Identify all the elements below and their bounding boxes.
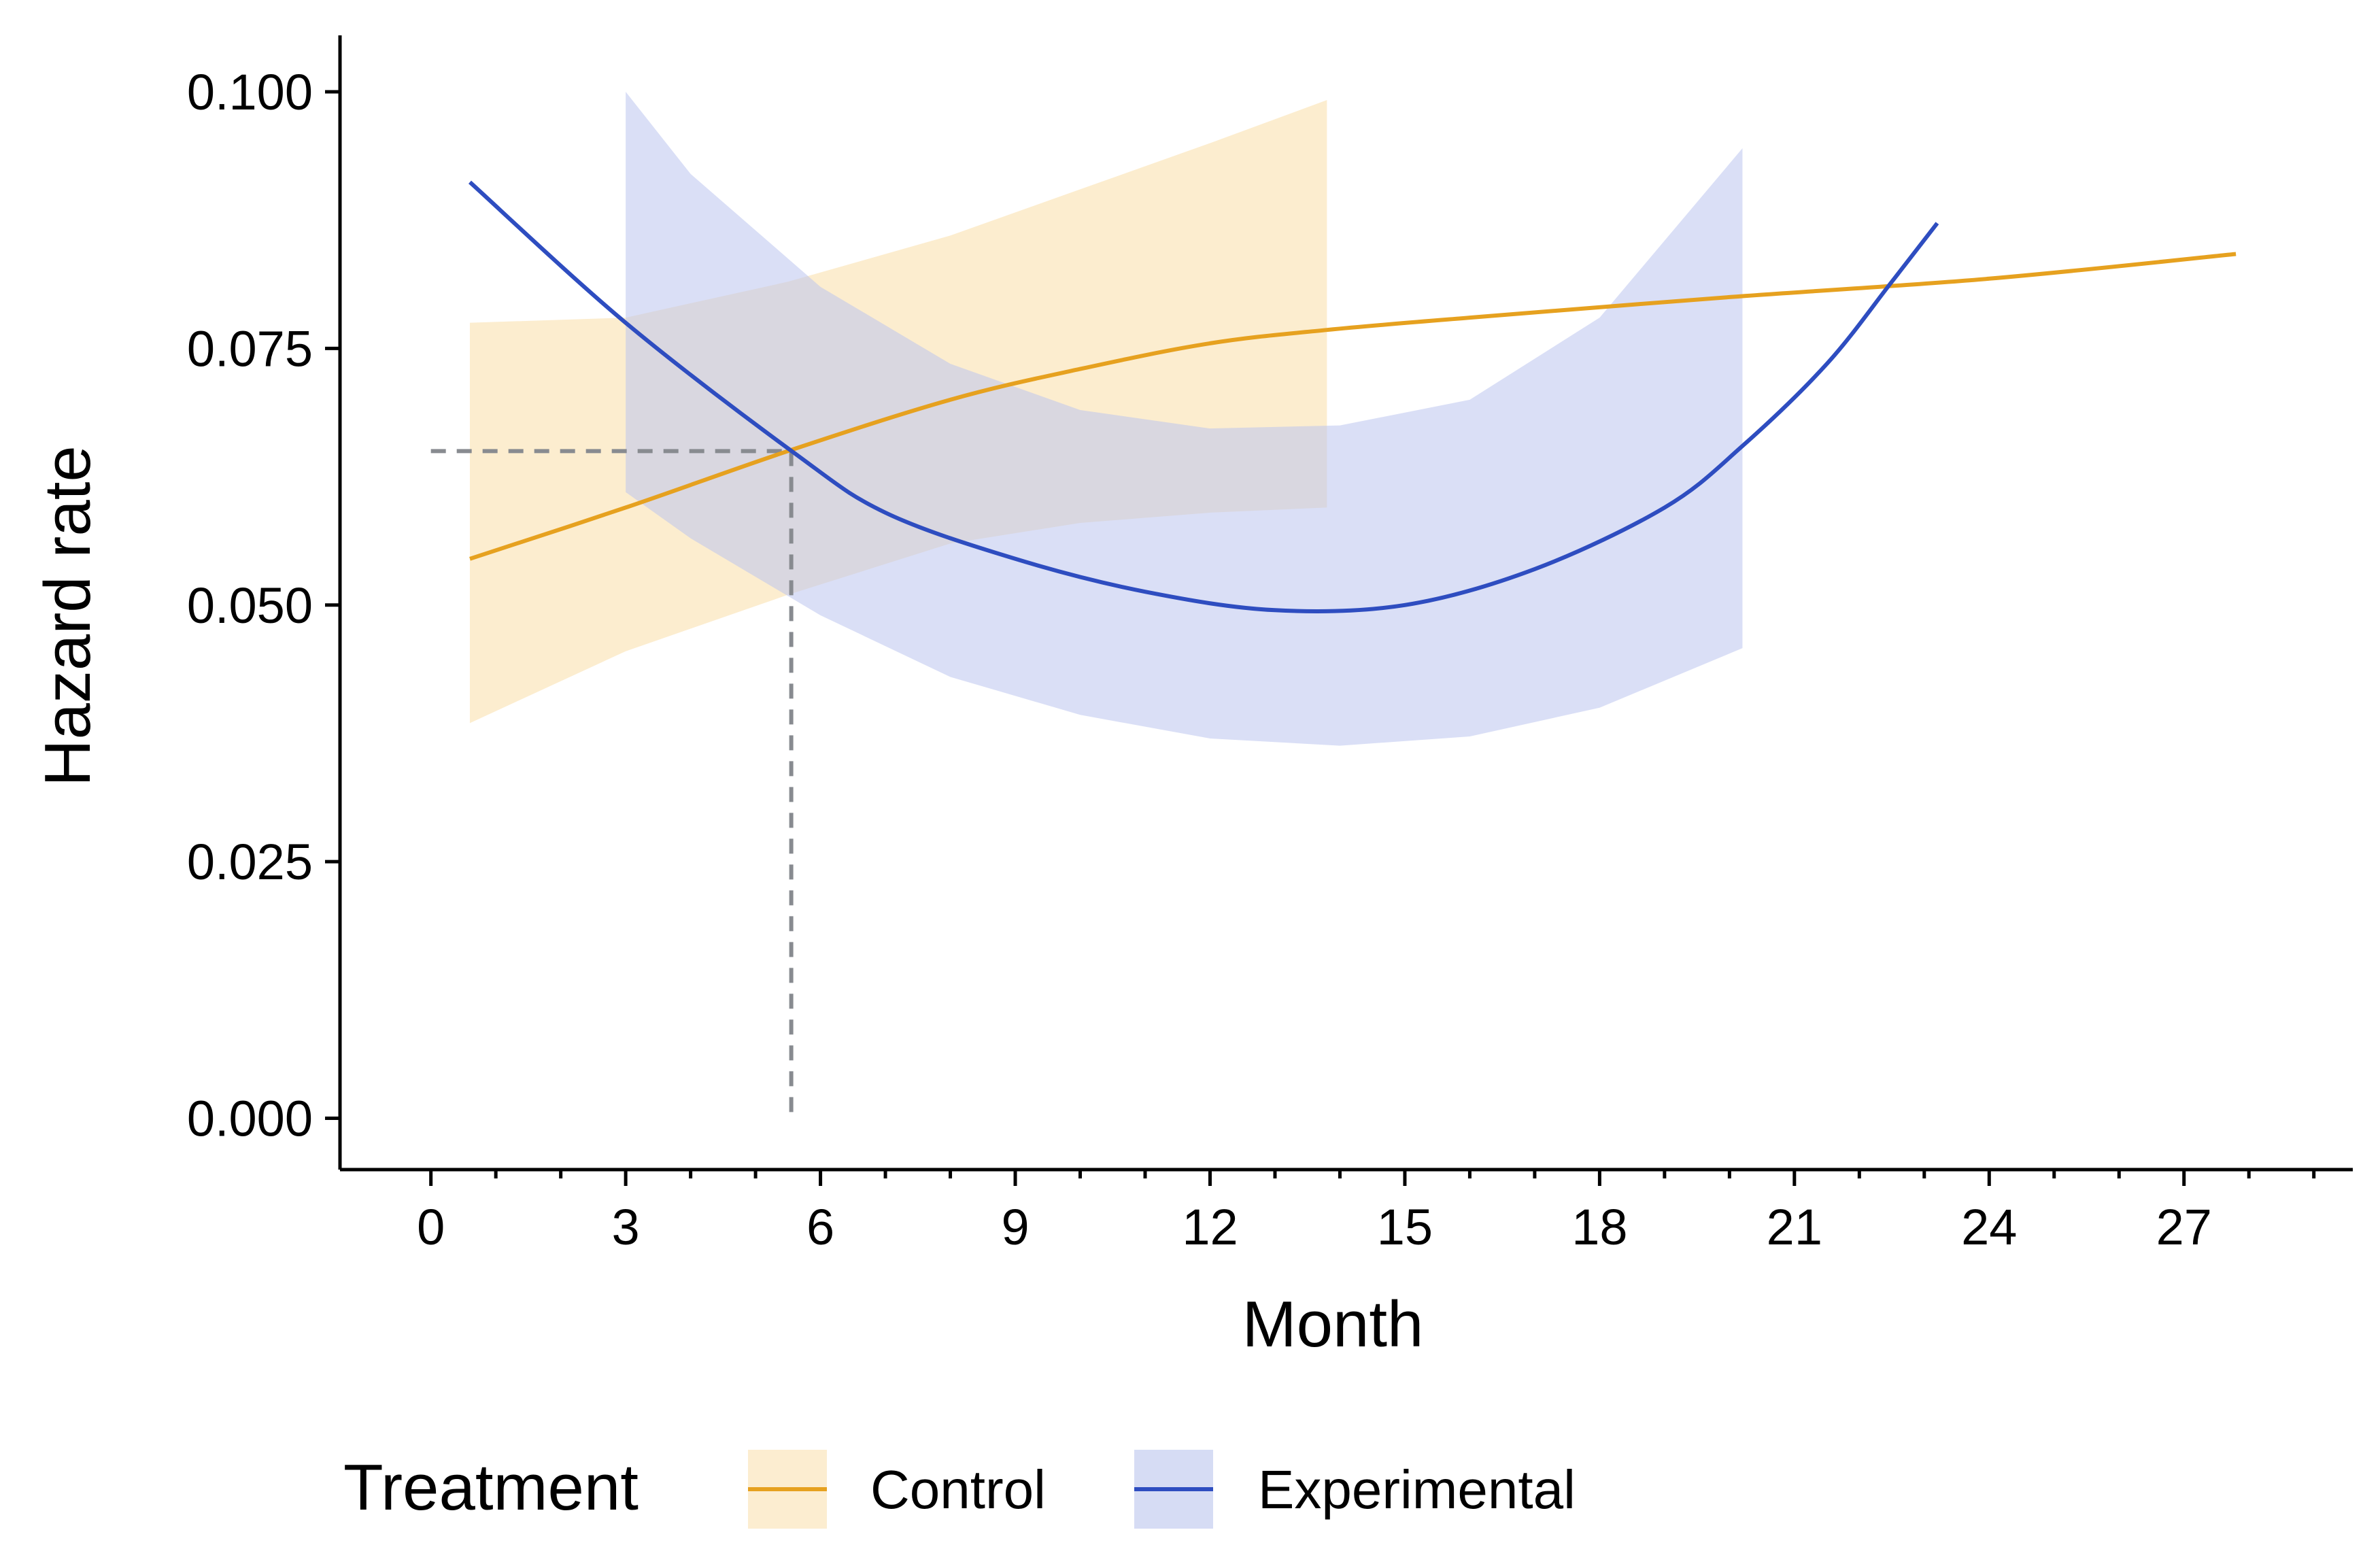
x-tick-label: 6 [806,1199,834,1255]
x-tick-label: 24 [1961,1199,2017,1255]
reference-lines-layer [430,449,794,1119]
x-tick-label: 3 [612,1199,640,1255]
x-tick-label: 18 [1571,1199,1627,1255]
legend-label-experimental: Experimental [1258,1459,1576,1520]
x-tick-label: 9 [1001,1199,1029,1255]
x-tick-label: 21 [1767,1199,1822,1255]
y-tick-label: 0.000 [187,1091,313,1147]
x-tick-label: 27 [2156,1199,2212,1255]
series-line-experimental [468,180,1939,614]
y-tick-label: 0.050 [187,577,313,634]
axes-layer: 0.000 0.025 0.050 0.075 0.100 0 3 6 9 12 15 18 21 24 2… [31,35,2353,1361]
x-tick-label: 12 [1182,1199,1238,1255]
y-tick-label: 0.075 [187,320,313,377]
y-axis-title: Hazard rate [31,445,104,787]
legend-title: Treatment [343,1451,639,1524]
x-tick-label: 15 [1377,1199,1433,1255]
x-tick-label: 0 [417,1199,445,1255]
legend-label-control: Control [870,1459,1046,1520]
legend: Treatment Control Experimental [343,1450,1576,1529]
confidence-band-experimental [626,92,1743,746]
y-tick-label: 0.025 [187,834,313,890]
x-axis-title: Month [1242,1288,1424,1361]
lines-layer [468,180,2237,614]
y-tick-label: 0.100 [187,64,313,120]
bands-layer [469,92,1743,746]
